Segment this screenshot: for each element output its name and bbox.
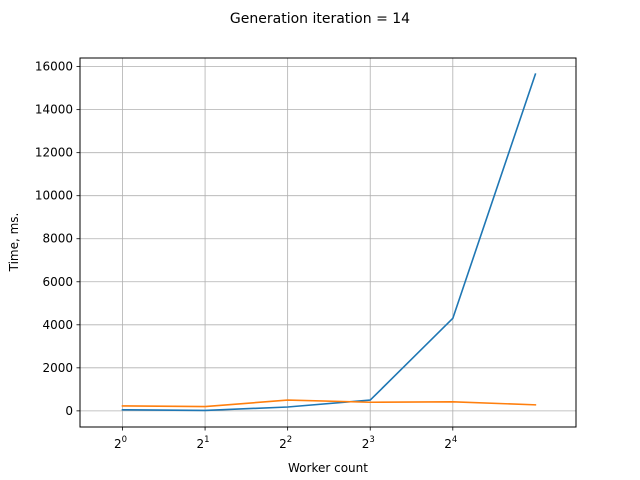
x-tick-label: 23 <box>362 435 375 451</box>
y-tick-label: 12000 <box>35 146 73 160</box>
series-line-2 <box>121 399 537 408</box>
x-tick-label: 22 <box>279 435 292 451</box>
y-tick-label: 2000 <box>42 361 73 375</box>
y-tick-label: 8000 <box>42 232 73 246</box>
chart-title: Generation iteration = 14 <box>230 11 410 27</box>
series-layer <box>121 73 537 412</box>
y-tick-label: 0 <box>65 404 73 418</box>
y-tick-label: 14000 <box>35 103 73 117</box>
x-tick-label: 21 <box>197 435 210 451</box>
grid <box>80 58 576 427</box>
y-tick-label: 6000 <box>42 275 73 289</box>
x-tick-label: 20 <box>114 435 127 451</box>
y-tick-label: 4000 <box>42 318 73 332</box>
x-tick-label: 24 <box>444 435 457 451</box>
y-axis-label: Time, ms. <box>7 213 21 273</box>
series-line-1 <box>121 73 537 412</box>
x-axis-label: Worker count <box>288 461 368 475</box>
y-axis: 0 2000 4000 6000 8000 10000 12000 14000 16000 <box>35 60 80 418</box>
y-tick-label: 10000 <box>35 189 73 203</box>
x-axis: 20 21 22 23 24 <box>114 427 457 451</box>
y-tick-label: 16000 <box>35 60 73 74</box>
plot-frame <box>79 57 577 428</box>
